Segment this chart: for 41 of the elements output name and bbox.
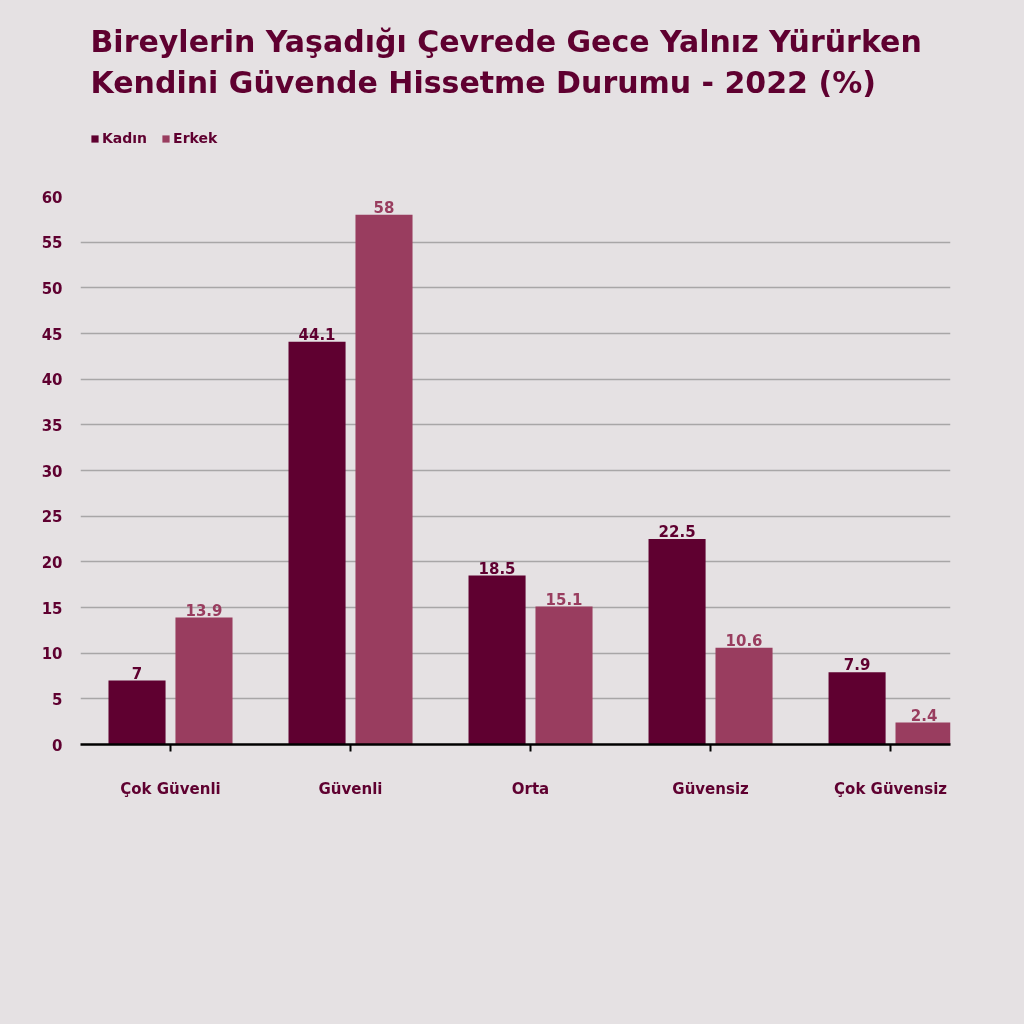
bar [715, 647, 773, 745]
x-tick-label: Orta [511, 779, 550, 798]
y-tick-label: 30 [41, 462, 63, 481]
x-tick-label: Çok Güvensiz [834, 779, 948, 798]
y-tick-label: 45 [41, 325, 63, 344]
data-label: 44.1 [298, 325, 336, 344]
data-label: 13.9 [185, 601, 223, 620]
bar [468, 575, 526, 745]
bar [175, 617, 233, 745]
x-tick-label: Çok Güvenli [120, 779, 221, 798]
y-tick-label: 50 [41, 279, 63, 298]
data-label: 7 [131, 664, 143, 683]
y-tick-label: 40 [41, 371, 63, 390]
bar [108, 680, 166, 745]
data-label: 22.5 [658, 523, 696, 541]
y-tick-label: 15 [41, 599, 63, 618]
bar [535, 606, 593, 745]
y-tick-label: 20 [41, 553, 63, 572]
bar [895, 722, 951, 745]
data-label: 2.4 [910, 706, 938, 725]
y-tick-label: 60 [41, 188, 63, 207]
y-tick-label: 0 [52, 736, 63, 755]
bar [828, 672, 886, 745]
data-label: 7.9 [843, 656, 871, 675]
legend-label: Erkek [173, 130, 218, 146]
y-tick-label: 5 [52, 690, 63, 709]
y-tick-label: 25 [41, 508, 63, 527]
x-tick-label: Güvenli [318, 779, 383, 798]
x-tick-label: Güvensiz [672, 779, 750, 798]
chart-title: Bireylerin Yaşadığı Çevrede Gece Yalnız Yürürken Kendini Güvende Hissetme Durumu - 2022 (%) [90, 24, 922, 100]
y-tick-label: 35 [41, 416, 63, 435]
y-tick-label: 55 [41, 234, 63, 253]
legend-label: Kadın [102, 130, 148, 146]
data-label: 18.5 [478, 559, 516, 578]
bar [288, 341, 346, 745]
data-label: 58 [373, 198, 395, 217]
bar [355, 214, 413, 745]
data-label: 15.1 [545, 590, 583, 609]
y-tick-label: 10 [41, 645, 63, 664]
bar [648, 539, 706, 745]
data-label: 10.6 [725, 631, 763, 650]
